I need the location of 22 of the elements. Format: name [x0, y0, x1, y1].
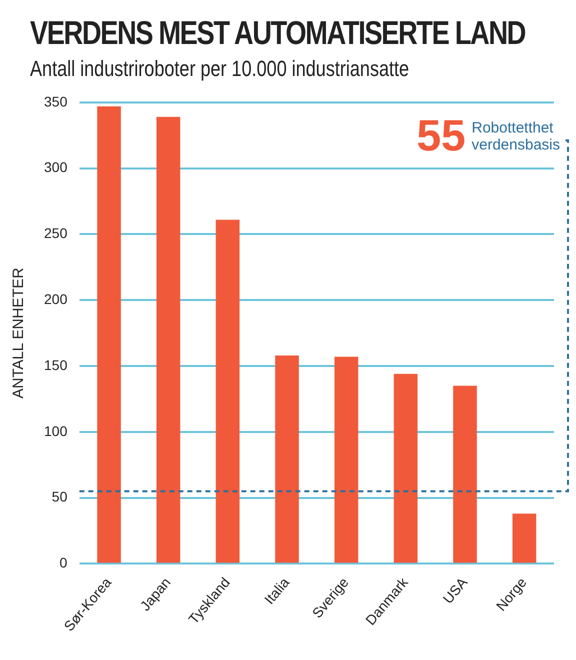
y-tick-label: 0	[60, 554, 68, 571]
bar	[334, 356, 358, 563]
y-tick-label: 150	[44, 356, 68, 373]
x-tick-label: USA	[439, 574, 471, 607]
chart-title: VERDENS MEST AUTOMATISERTE LAND	[30, 14, 526, 52]
y-tick-label: 200	[44, 290, 68, 307]
bar	[275, 355, 299, 563]
bar	[216, 220, 240, 563]
bar	[156, 116, 180, 563]
bar	[97, 106, 121, 563]
bar	[453, 386, 477, 563]
y-axis-title: ANTALL ENHETER	[10, 267, 28, 399]
y-tick-label: 350	[44, 93, 68, 110]
bar	[512, 514, 536, 563]
ref-line-label: Robottetthet verdensbasis	[472, 120, 560, 154]
y-tick-label: 250	[44, 225, 68, 242]
bar	[394, 374, 418, 563]
annotation: 55	[416, 112, 466, 161]
y-tick-label: 300	[44, 159, 68, 176]
y-tick-label: 50	[52, 488, 68, 505]
y-tick-label: 100	[44, 422, 68, 439]
chart-subtitle: Antall industriroboter per 10.000 industriansatte	[30, 56, 410, 82]
